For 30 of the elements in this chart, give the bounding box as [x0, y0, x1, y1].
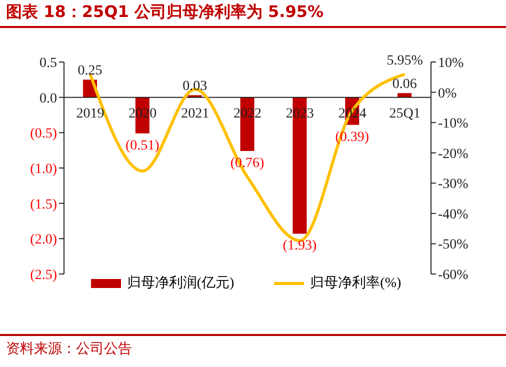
y-tick-label: (2.5): [30, 268, 58, 283]
y2-tick-label: -40%: [438, 207, 469, 222]
y-tick-label: (2.0): [30, 232, 58, 248]
x-tick-label: 2021: [181, 106, 210, 122]
y-tick-label: 0.0: [40, 91, 57, 106]
y2-tick-label: -30%: [438, 177, 469, 192]
data-label: (1.93): [282, 238, 317, 254]
data-label: 0.25: [78, 64, 102, 79]
y2-tick-label: 10%: [438, 56, 464, 71]
y-tick-label: (1.5): [30, 197, 58, 212]
y2-tick-label: -20%: [438, 146, 469, 162]
data-label: 0.03: [182, 79, 208, 94]
y2-tick-label: -50%: [438, 238, 469, 253]
x-tick-label: 25Q1: [389, 106, 420, 122]
y-tick-label: (0.5): [30, 126, 58, 142]
y2-tick-label: 0%: [438, 86, 457, 102]
data-label: 5.95%: [386, 53, 424, 68]
text: 资料来源：公司公告: [6, 340, 132, 358]
data-label: (0.51): [126, 138, 160, 154]
y-tick-label: (1.0): [30, 162, 58, 177]
legend-label: 归母净利润(亿元): [126, 274, 234, 292]
data-label: 0.06: [392, 77, 417, 92]
x-tick-label: 2024: [338, 106, 366, 122]
bar: [398, 93, 412, 98]
chart-title: 图表 18：25Q1 公司归母净利率为 5.95%: [6, 2, 324, 23]
y-tick-label: 0.5: [40, 56, 57, 71]
y2-tick-label: -60%: [438, 268, 469, 283]
legend-label: 归母净利率(%): [309, 274, 402, 292]
x-tick-label: 2019: [76, 106, 104, 122]
y2-tick-label: -10%: [438, 116, 469, 132]
